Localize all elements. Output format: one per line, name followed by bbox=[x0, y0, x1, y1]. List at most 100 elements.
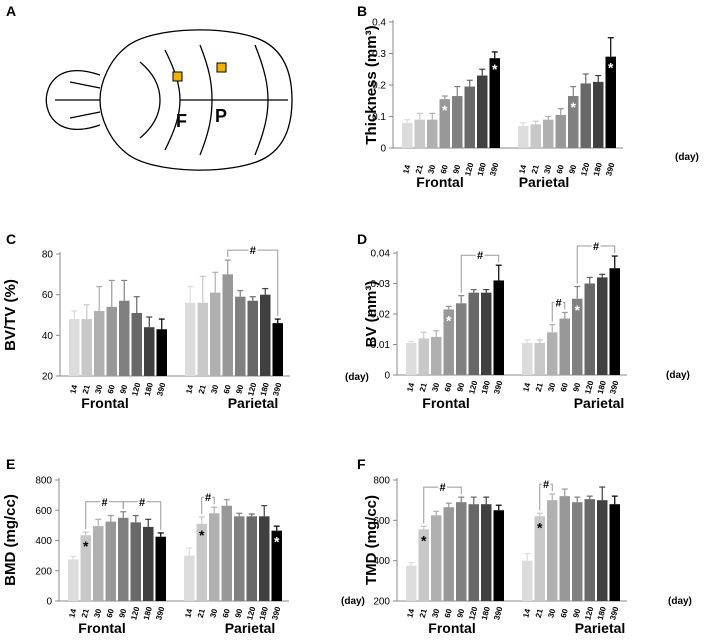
comparison-bracket bbox=[423, 486, 462, 524]
bar bbox=[597, 500, 608, 601]
bar bbox=[247, 300, 258, 376]
x-tick-label: 180 bbox=[480, 605, 492, 621]
y-tick-label: 0.01 bbox=[371, 340, 391, 351]
bar bbox=[605, 56, 616, 148]
x-tick-label: 120 bbox=[579, 161, 591, 177]
x-tick-label: 180 bbox=[596, 379, 608, 395]
x-tick-label: 390 bbox=[492, 605, 504, 621]
y-axis-title: TMD (mg/cc) bbox=[363, 495, 380, 585]
bar bbox=[559, 496, 570, 601]
bar bbox=[81, 319, 92, 376]
bar bbox=[68, 559, 79, 601]
bar bbox=[584, 283, 595, 375]
x-tick-label: 390 bbox=[271, 381, 283, 397]
x-unit-label: (day) bbox=[341, 596, 365, 607]
skull-outline bbox=[45, 29, 293, 171]
bar bbox=[518, 125, 529, 148]
x-tick-label: 30 bbox=[430, 381, 441, 392]
x-tick-label: 14 bbox=[521, 381, 532, 392]
bar bbox=[418, 338, 429, 375]
y-tick-label: 0.3 bbox=[372, 49, 386, 60]
x-tick-label: 60 bbox=[559, 607, 570, 618]
x-tick-label: 90 bbox=[455, 381, 466, 392]
x-tick-label: 120 bbox=[130, 381, 142, 397]
x-tick-label: 390 bbox=[608, 605, 620, 621]
x-tick-label: 180 bbox=[259, 381, 271, 397]
bar bbox=[184, 555, 195, 601]
panel-label: B bbox=[357, 3, 367, 19]
bar bbox=[597, 277, 608, 375]
x-tick-label: 14 bbox=[183, 607, 194, 618]
significance-star: * bbox=[608, 60, 614, 76]
x-tick-label: 180 bbox=[258, 605, 270, 621]
bar bbox=[477, 75, 488, 148]
bar bbox=[94, 310, 105, 376]
y-tick-label: 80 bbox=[42, 250, 54, 261]
y-tick-label: 0 bbox=[380, 144, 386, 155]
bar bbox=[119, 300, 130, 376]
x-tick-label: 120 bbox=[467, 605, 479, 621]
bar bbox=[156, 329, 167, 376]
bar bbox=[185, 302, 196, 376]
x-tick-label: 90 bbox=[117, 607, 128, 618]
bar bbox=[530, 124, 541, 148]
bracket-label: # bbox=[205, 492, 211, 504]
parietal-marker bbox=[216, 62, 227, 73]
bar bbox=[118, 517, 129, 601]
group-label: Parietal bbox=[575, 620, 626, 636]
panel-label: E bbox=[6, 456, 15, 472]
x-tick-label: 90 bbox=[455, 607, 466, 618]
x-tick-label: 120 bbox=[129, 605, 141, 621]
y-tick-label: 600 bbox=[373, 516, 390, 527]
x-tick-label: 14 bbox=[517, 163, 528, 174]
bar bbox=[209, 513, 220, 601]
x-tick-label: 30 bbox=[546, 381, 557, 392]
bar bbox=[221, 505, 232, 601]
bar bbox=[584, 499, 595, 601]
x-tick-label: 60 bbox=[105, 607, 116, 618]
bar bbox=[130, 522, 141, 601]
panel-a: A F P bbox=[6, 3, 293, 171]
x-tick-label: 60 bbox=[222, 383, 233, 394]
bar bbox=[272, 323, 283, 376]
x-tick-label: 21 bbox=[414, 163, 425, 174]
bar bbox=[93, 526, 104, 601]
x-tick-label: 30 bbox=[426, 163, 437, 174]
bar bbox=[431, 336, 442, 375]
comparison-bracket bbox=[227, 249, 279, 317]
group-label: Parietal bbox=[519, 174, 570, 190]
bar bbox=[197, 302, 208, 376]
significance-star: * bbox=[421, 532, 427, 548]
bar bbox=[481, 292, 492, 375]
x-tick-label: 21 bbox=[534, 381, 545, 392]
x-tick-label: 390 bbox=[155, 381, 167, 397]
x-tick-label: 30 bbox=[92, 607, 103, 618]
y-tick-label: 0.4 bbox=[372, 18, 386, 29]
x-tick-label: 60 bbox=[443, 381, 454, 392]
x-tick-label: 14 bbox=[67, 607, 78, 618]
panel-label-a: A bbox=[6, 3, 16, 19]
x-tick-label: 120 bbox=[583, 605, 595, 621]
bar bbox=[418, 529, 429, 601]
bar bbox=[580, 83, 591, 148]
comparison-bracket bbox=[201, 496, 215, 515]
x-tick-label: 21 bbox=[197, 383, 208, 394]
comparison-bracket bbox=[576, 245, 616, 284]
x-tick-label: 90 bbox=[118, 383, 129, 394]
y-tick-label: 200 bbox=[373, 597, 390, 608]
bar bbox=[106, 306, 117, 376]
bar bbox=[522, 560, 533, 601]
bar bbox=[493, 510, 504, 601]
x-tick-label: 180 bbox=[592, 161, 604, 177]
bar bbox=[80, 535, 91, 601]
x-tick-label: 120 bbox=[463, 161, 475, 177]
bar bbox=[144, 327, 155, 376]
bar bbox=[534, 516, 545, 601]
y-tick-label: 40 bbox=[42, 331, 54, 342]
x-tick-label: 120 bbox=[583, 379, 595, 395]
x-tick-label: 60 bbox=[559, 381, 570, 392]
